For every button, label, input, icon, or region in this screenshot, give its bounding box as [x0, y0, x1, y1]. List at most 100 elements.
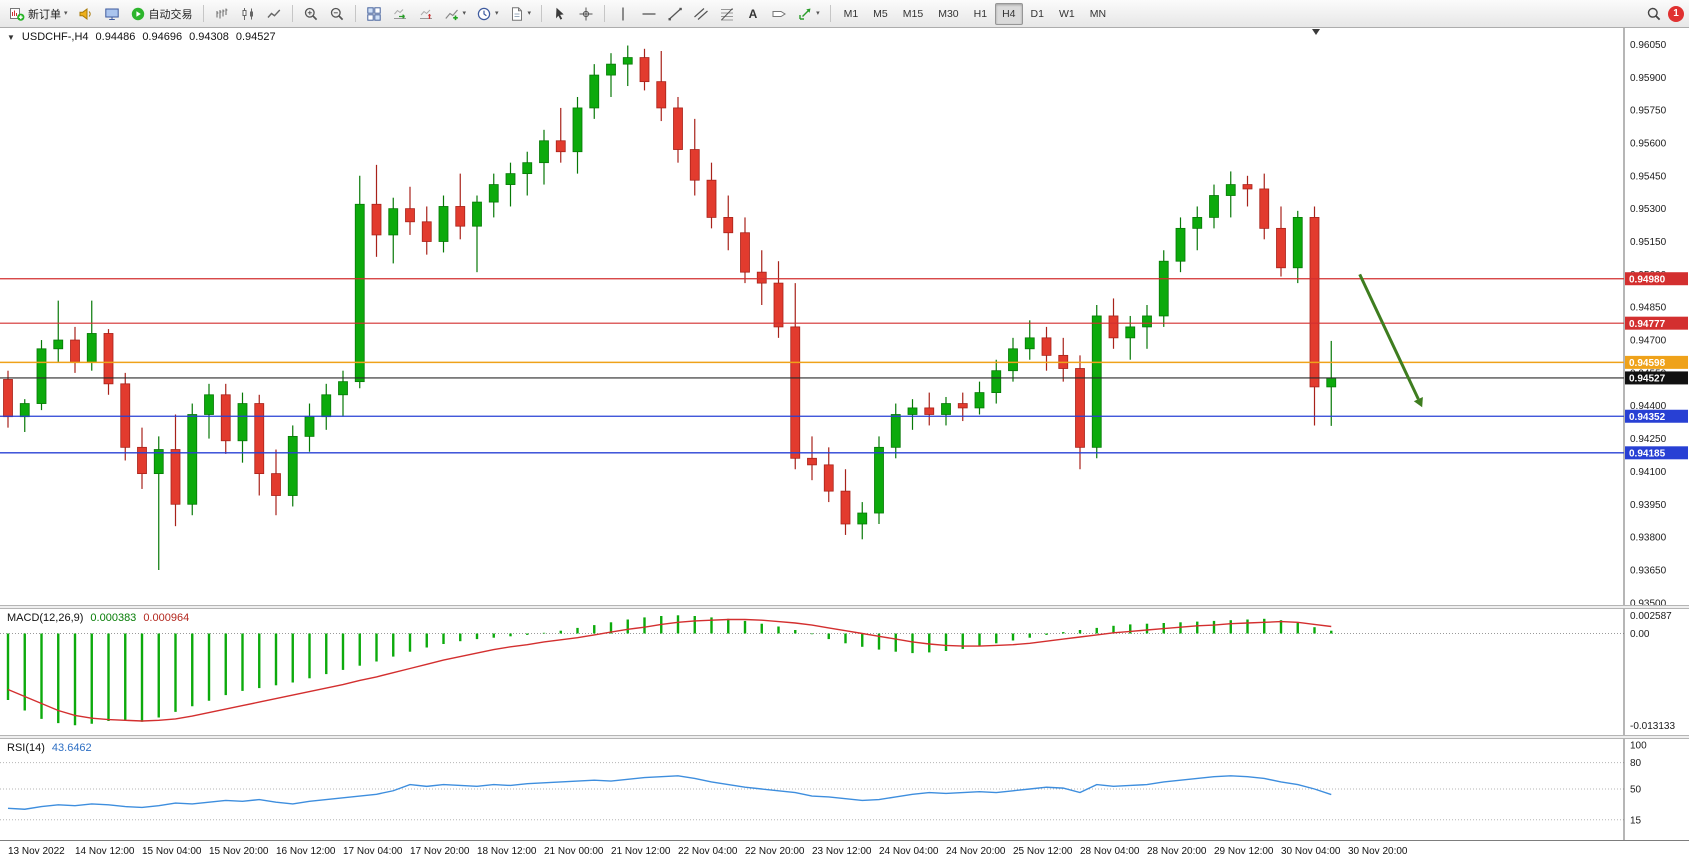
chart-shift-marker-icon[interactable] — [1312, 29, 1320, 35]
timeframe-button-h1[interactable]: H1 — [967, 3, 994, 25]
rsi-label-row: RSI(14) 43.6462 — [7, 742, 92, 754]
svg-text:A: A — [749, 7, 758, 21]
time-axis-label: 29 Nov 12:00 — [1214, 846, 1274, 857]
pane-splitter[interactable] — [0, 735, 1689, 739]
timeframe-button-m1[interactable]: M1 — [837, 3, 866, 25]
svg-text:0.93650: 0.93650 — [1630, 565, 1667, 576]
svg-text:50: 50 — [1630, 785, 1642, 796]
time-axis-label: 22 Nov 20:00 — [745, 846, 805, 857]
time-axis-label: 22 Nov 04:00 — [678, 846, 738, 857]
timeframe-button-h4[interactable]: H4 — [995, 2, 1023, 25]
dropdown-caret-icon: ▾ — [64, 10, 68, 17]
chart-window: ▼ USDCHF-,H4 0.94486 0.94696 0.94308 0.9… — [0, 28, 1689, 862]
timeframe-button-mn[interactable]: MN — [1083, 3, 1113, 25]
svg-text:0.95600: 0.95600 — [1630, 138, 1667, 149]
search-icon — [1647, 7, 1661, 20]
macd-label-row: MACD(12,26,9) 0.000383 0.000964 — [7, 612, 189, 624]
horizontal-line-icon — [642, 12, 656, 15]
auto-scroll-button[interactable] — [388, 3, 412, 25]
notification-badge[interactable]: 1 — [1668, 5, 1684, 22]
templates-button[interactable]: ▾ — [505, 3, 536, 25]
time-axis-label: 13 Nov 2022 — [8, 846, 65, 857]
price-axis[interactable]: 0.93500 0.93650 0.93800 0.93950 0.94100 0.942… — [1630, 40, 1667, 605]
time-axis-label: 15 Nov 04:00 — [142, 846, 202, 857]
ohlc-close: 0.94527 — [235, 31, 276, 43]
timeframe-button-m5[interactable]: M5 — [866, 3, 895, 25]
time-axis-label: 28 Nov 20:00 — [1147, 846, 1207, 857]
channel-button[interactable] — [689, 3, 713, 25]
svg-text:0.94700: 0.94700 — [1630, 336, 1667, 347]
toolbar-separator — [291, 5, 293, 22]
svg-text:0.95450: 0.95450 — [1630, 171, 1667, 182]
svg-text:0.94100: 0.94100 — [1630, 467, 1667, 478]
symbol-period-label: USDCHF-,H4 — [21, 31, 89, 43]
auto-trading-label: 自动交易 — [148, 8, 193, 21]
arrows-button[interactable]: ▾ — [793, 3, 824, 25]
rsi-value: 43.6462 — [51, 742, 92, 754]
svg-text:15: 15 — [1630, 815, 1642, 826]
ohlc-open: 0.94486 — [95, 31, 136, 43]
svg-text:0.96050: 0.96050 — [1630, 40, 1667, 51]
toolbar-separator — [541, 5, 543, 22]
horizontal-line-button[interactable] — [637, 3, 661, 25]
chart-shift-button[interactable] — [414, 3, 438, 25]
horizontal-lines[interactable] — [0, 278, 1624, 454]
dropdown-caret-icon: ▾ — [495, 10, 499, 17]
timeframe-button-m15[interactable]: M15 — [896, 3, 930, 25]
tile-windows-button[interactable] — [362, 3, 386, 25]
periods-button[interactable]: ▾ — [472, 3, 503, 25]
timeframe-group: M1 M5 M15 M30 H1 H4 D1 W1 MN — [837, 2, 1113, 25]
zoom-out-button[interactable] — [325, 3, 349, 25]
price-chart-canvas[interactable]: 0.93500 0.93650 0.93800 0.93950 0.94100 0.942… — [0, 28, 1689, 605]
vertical-line-button[interactable] — [611, 3, 635, 25]
fibonacci-button[interactable] — [715, 3, 739, 25]
speaker-icon — [79, 7, 91, 20]
new-order-button[interactable]: 新订单 ▾ — [5, 3, 72, 25]
time-axis-label: 30 Nov 20:00 — [1348, 846, 1408, 857]
macd-canvas[interactable]: 0.002587 0.00 -0.013133 — [0, 609, 1689, 735]
line-chart-button[interactable] — [262, 3, 286, 25]
time-axis-label: 15 Nov 20:00 — [209, 846, 269, 857]
monitor-icon — [104, 8, 119, 20]
trendline-button[interactable] — [663, 3, 687, 25]
time-axis-label: 21 Nov 12:00 — [611, 846, 671, 857]
rsi-pane[interactable]: RSI(14) 43.6462 100 80 50 15 — [0, 739, 1689, 840]
trend-arrow-annotation[interactable] — [1358, 273, 1423, 408]
auto-trading-button[interactable]: 自动交易 — [126, 3, 197, 25]
time-axis-label: 21 Nov 00:00 — [544, 846, 604, 857]
time-axis[interactable]: 13 Nov 2022 14 Nov 12:00 15 Nov 04:00 15 No… — [0, 840, 1689, 862]
periods-icon — [477, 7, 491, 20]
text-button[interactable]: A — [741, 3, 765, 25]
svg-text:0.94527: 0.94527 — [1629, 374, 1666, 385]
indicators-icon — [444, 9, 458, 20]
toolbar-separator — [829, 5, 831, 22]
crosshair-button[interactable] — [574, 3, 598, 25]
macd-pane[interactable]: MACD(12,26,9) 0.000383 0.000964 0.002587… — [0, 609, 1689, 735]
data-window-button[interactable] — [100, 3, 124, 25]
timeframe-button-d1[interactable]: D1 — [1024, 3, 1051, 25]
ohlc-high: 0.94696 — [142, 31, 183, 43]
timeframe-button-m30[interactable]: M30 — [931, 3, 965, 25]
rsi-canvas[interactable]: 100 80 50 15 — [0, 739, 1689, 840]
rsi-line — [7, 775, 1332, 810]
channel-icon — [694, 7, 708, 20]
svg-text:-0.013133: -0.013133 — [1630, 721, 1675, 732]
svg-text:0.00: 0.00 — [1630, 629, 1650, 640]
price-pane[interactable]: ▼ USDCHF-,H4 0.94486 0.94696 0.94308 0.9… — [0, 28, 1689, 605]
announcements-button[interactable] — [74, 3, 98, 25]
indicators-button[interactable]: ▾ — [440, 3, 471, 25]
bar-chart-button[interactable] — [210, 3, 234, 25]
cursor-button[interactable] — [548, 3, 572, 25]
pane-splitter[interactable] — [0, 605, 1689, 609]
svg-text:0.94598: 0.94598 — [1629, 358, 1666, 369]
svg-text:100: 100 — [1630, 741, 1647, 752]
candlestick-chart-button[interactable] — [236, 3, 260, 25]
zoom-in-button[interactable] — [299, 3, 323, 25]
label-button[interactable] — [767, 3, 791, 25]
svg-text:0.95150: 0.95150 — [1630, 237, 1667, 248]
toolbar-separator — [354, 5, 356, 22]
text-icon: A — [749, 7, 758, 21]
timeframe-button-w1[interactable]: W1 — [1052, 3, 1082, 25]
bar-chart-icon — [216, 8, 227, 18]
search-button[interactable] — [1642, 3, 1666, 25]
